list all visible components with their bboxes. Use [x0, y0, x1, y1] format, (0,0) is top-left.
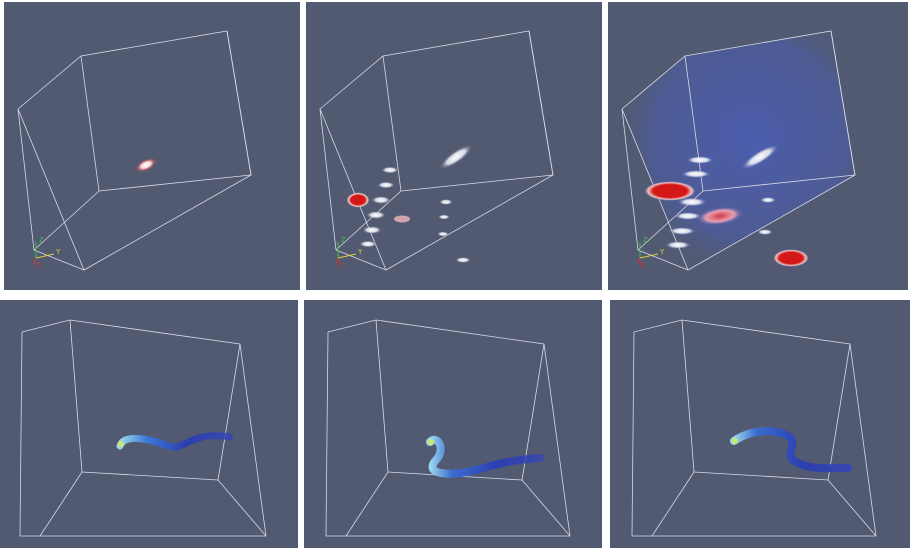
axis-y-label: Y	[56, 248, 61, 256]
panel-bottom-center	[304, 300, 602, 548]
tube-tip	[428, 439, 434, 445]
panel-top-right: Z Y X	[608, 2, 908, 290]
axis-z-label: Z	[643, 236, 648, 244]
axis-y-label: Y	[358, 248, 363, 256]
orientation-axes	[637, 242, 659, 265]
bounding-box	[325, 319, 571, 537]
hot-spot-large	[644, 181, 696, 201]
axis-x-label: X	[36, 261, 41, 269]
tube-view-1	[19, 319, 267, 537]
volume-view-3	[621, 30, 856, 271]
orientation-axes	[335, 242, 357, 265]
tube-tip	[118, 441, 124, 447]
bounding-box	[319, 30, 554, 271]
orientation-axes	[33, 242, 55, 265]
volume-haze	[622, 31, 855, 270]
volume-view-1	[17, 30, 252, 271]
bounding-box	[17, 30, 252, 271]
panel-bottom-right	[610, 300, 910, 548]
density-blob	[134, 157, 158, 173]
hot-spot-bottom	[773, 249, 809, 267]
axis-z-label: Z	[341, 236, 346, 244]
density-streak	[741, 144, 779, 170]
volume-view-2	[319, 30, 554, 271]
panel-top-center: Z Y X	[306, 2, 602, 290]
tube-view-2	[325, 319, 571, 537]
bounding-box	[19, 319, 267, 537]
density-stripes	[665, 156, 776, 249]
density-streak	[439, 144, 473, 170]
axis-x-label: X	[338, 261, 343, 269]
tube-trajectory	[426, 436, 544, 478]
axis-x-label: X	[640, 261, 645, 269]
bounding-box	[631, 319, 877, 537]
axis-z-label: Z	[39, 236, 44, 244]
tube-trajectory	[116, 432, 234, 451]
hot-spot	[346, 192, 370, 208]
panel-bottom-left	[0, 300, 298, 548]
hot-spot-pink	[696, 206, 744, 226]
tube-view-3	[631, 319, 877, 537]
axis-y-label: Y	[660, 248, 665, 256]
density-stripes-left	[359, 166, 471, 263]
panel-top-left: Z Y X	[4, 2, 300, 290]
tube-trajectory	[730, 427, 852, 473]
hot-spot-small	[394, 215, 410, 223]
tube-tip	[732, 438, 738, 444]
